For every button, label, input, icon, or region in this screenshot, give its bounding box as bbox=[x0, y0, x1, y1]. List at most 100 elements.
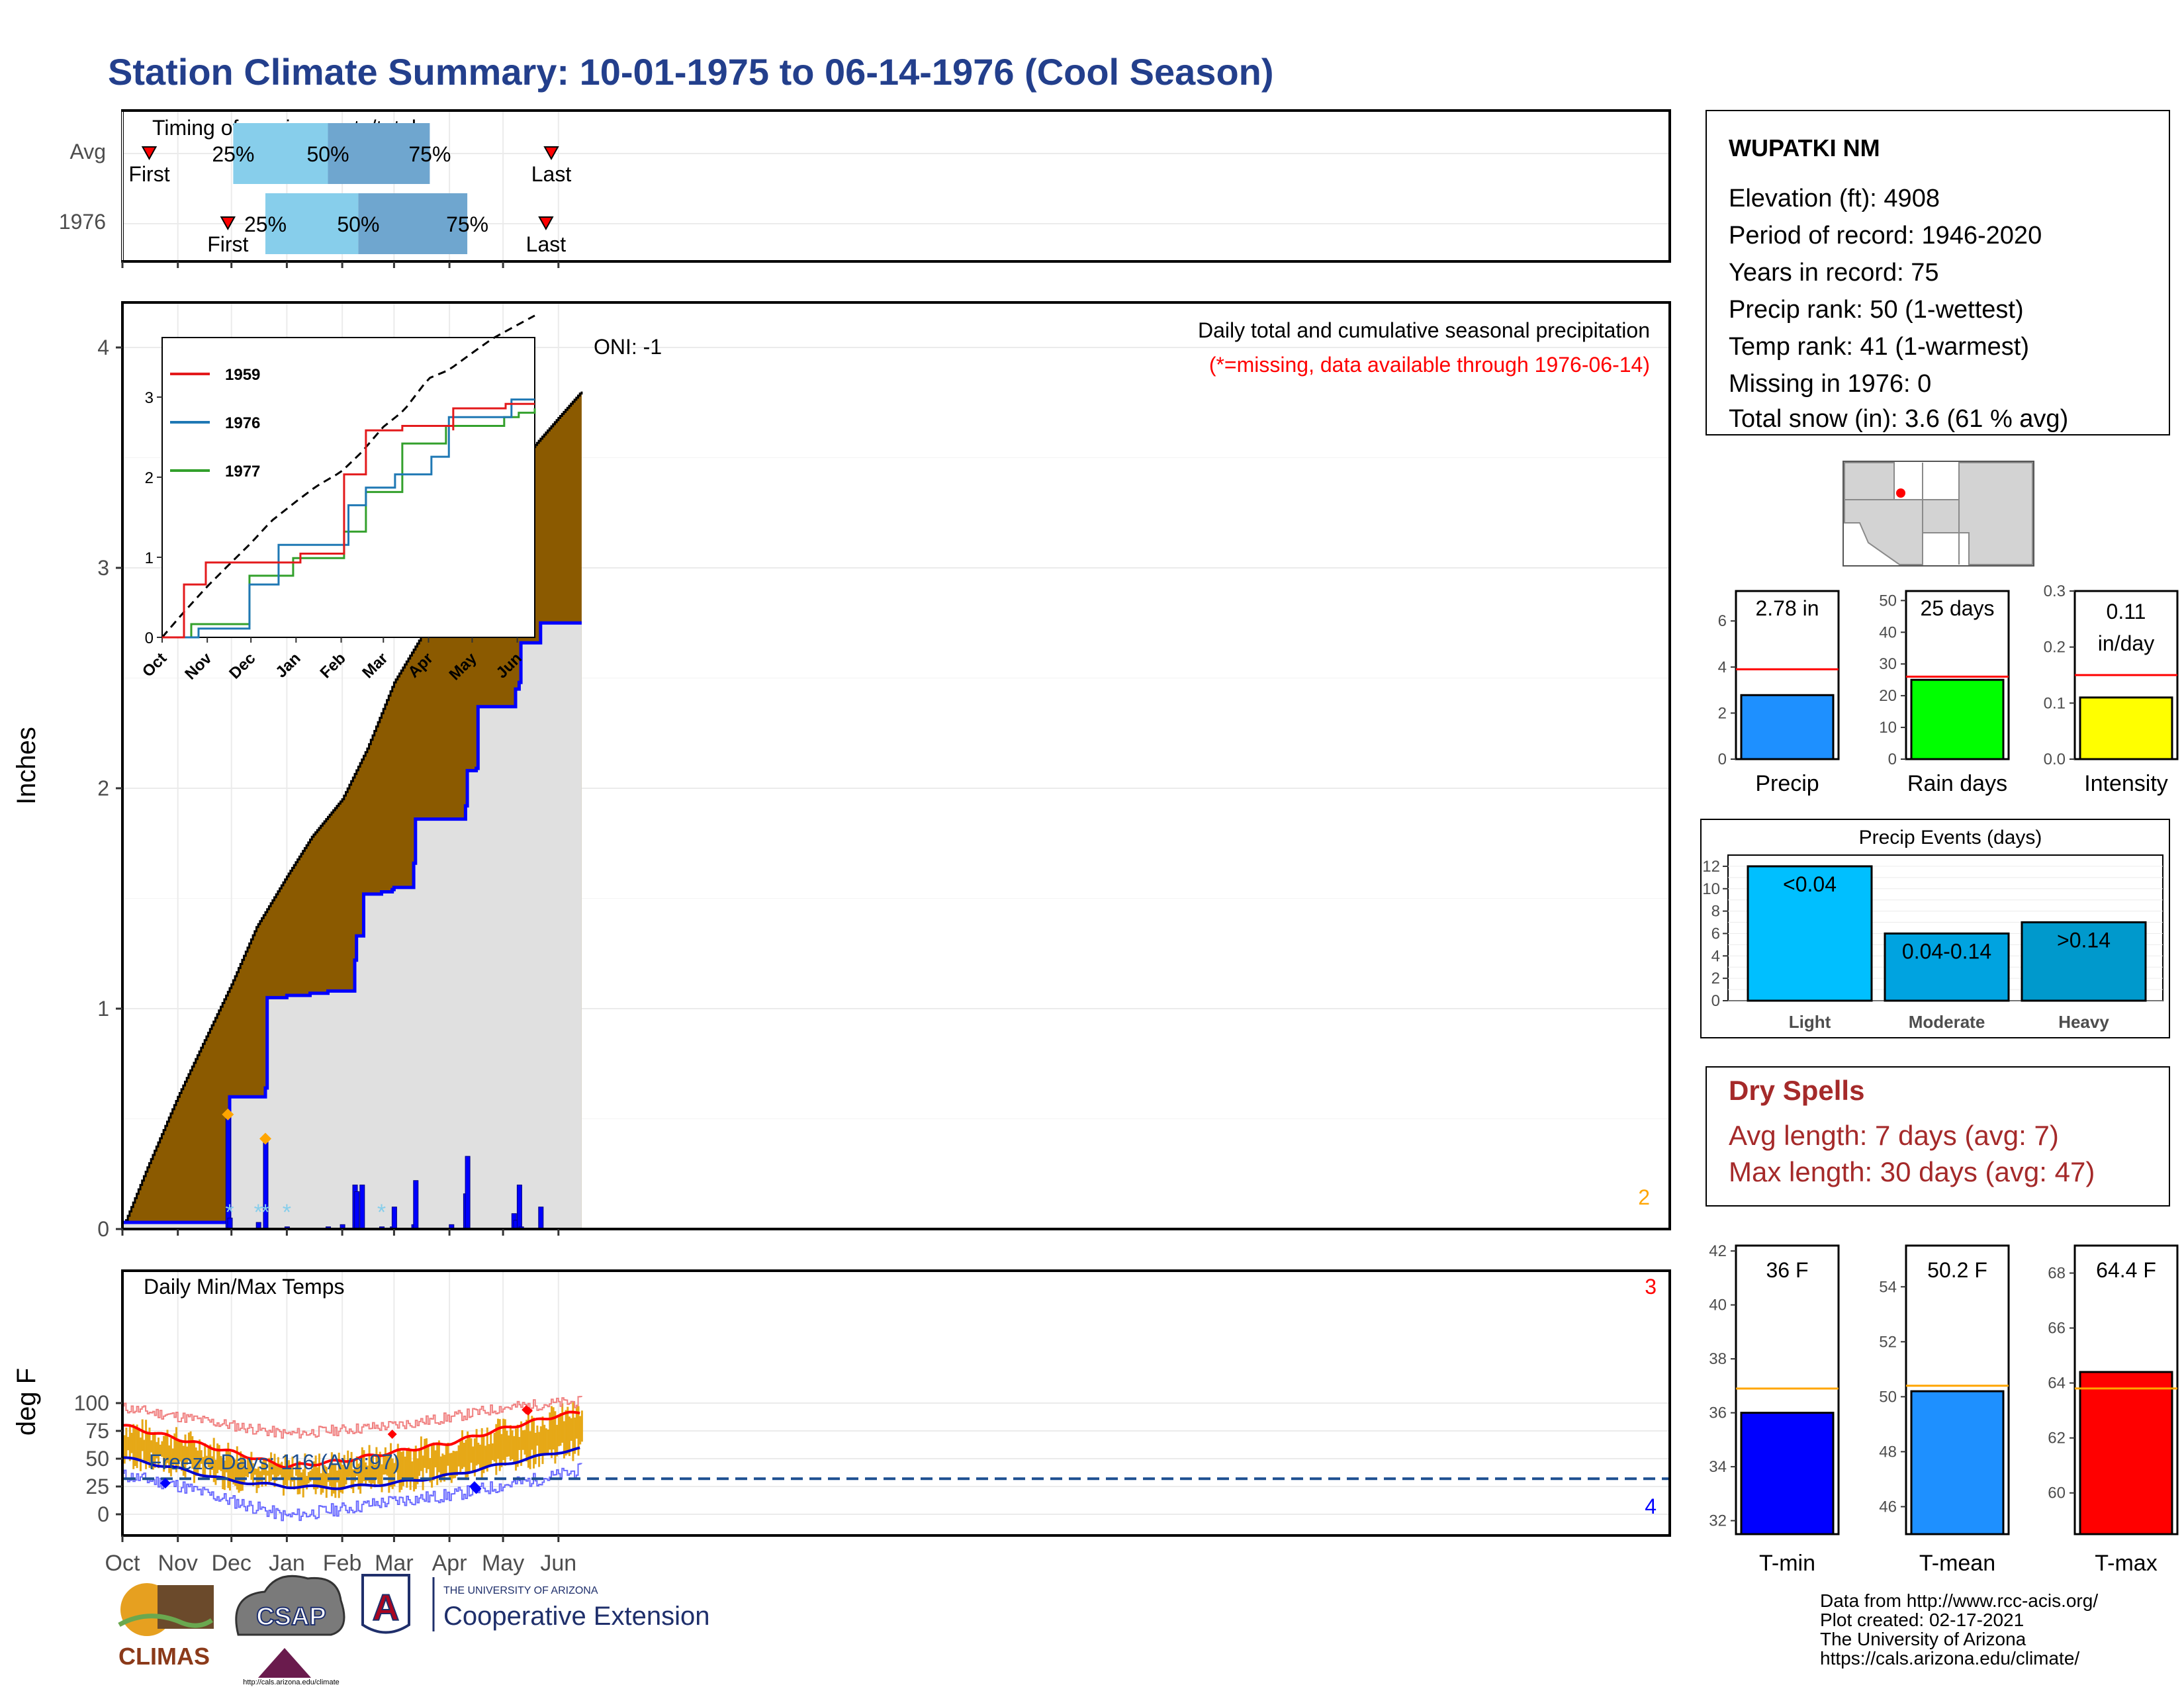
last-label: Last bbox=[531, 162, 572, 186]
station-info-box: WUPATKI NM Elevation (ft): 4908 Period o… bbox=[1706, 110, 2170, 435]
daily-temp-bar bbox=[169, 1438, 172, 1477]
daily-temp-bar bbox=[236, 1446, 238, 1490]
daily-temp-bar bbox=[218, 1445, 220, 1470]
daily-temp-bar bbox=[197, 1450, 199, 1476]
daily-temp-bar bbox=[363, 1450, 365, 1481]
daily-temp-bar bbox=[557, 1415, 560, 1447]
daily-temp-bar bbox=[420, 1436, 422, 1471]
record-max-line bbox=[122, 1396, 582, 1439]
daily-temp-bar bbox=[525, 1420, 528, 1462]
temp-summary-y-tick-label: 34 bbox=[1709, 1458, 1727, 1476]
daily-temp-bar bbox=[457, 1445, 460, 1467]
avg-min-line bbox=[122, 1446, 580, 1490]
summary-value: 0.11 bbox=[2107, 600, 2146, 623]
timing-bar-50-75 bbox=[358, 193, 468, 254]
daily-temp-bar bbox=[223, 1460, 226, 1490]
daily-temp-bar bbox=[411, 1461, 414, 1481]
daily-temp-bar bbox=[205, 1455, 208, 1465]
station-line: Total snow (in): 3.6 (61 % avg) bbox=[1729, 405, 2068, 433]
footer-line: https://cals.arizona.edu/climate/ bbox=[1820, 1648, 2079, 1668]
daily-temp-bar bbox=[257, 1467, 260, 1488]
daily-temp-bar bbox=[130, 1432, 133, 1453]
daily-temp-bar bbox=[302, 1469, 304, 1498]
csap-cloud-icon bbox=[235, 1575, 345, 1636]
first-event-marker bbox=[141, 146, 158, 161]
daily-temp-bar bbox=[572, 1402, 574, 1461]
temp-summary-value: 36 F bbox=[1766, 1258, 1808, 1282]
snow-event-marker bbox=[222, 1108, 234, 1120]
daily-temp-bar bbox=[146, 1433, 149, 1462]
daily-temp-bar bbox=[375, 1447, 378, 1480]
timing-bars: 25% 50% 75% First Last 25% 50% 75% First Last bbox=[128, 123, 571, 256]
daily-temp-bar bbox=[545, 1428, 547, 1455]
daily-precip-bar bbox=[354, 1191, 360, 1230]
daily-temp-bar bbox=[465, 1440, 467, 1478]
daily-temp-bar bbox=[529, 1431, 531, 1469]
daily-temp-bar bbox=[561, 1403, 564, 1443]
daily-temp-bar bbox=[291, 1456, 294, 1482]
season-1976-area bbox=[122, 623, 582, 1229]
temp-y-tick-label: 50 bbox=[85, 1447, 109, 1471]
daily-temp-bar bbox=[265, 1460, 267, 1486]
daily-temp-bar bbox=[340, 1460, 342, 1493]
min-record-count: 4 bbox=[1645, 1494, 1657, 1518]
daily-temp-bar bbox=[437, 1440, 440, 1473]
event-bar-label: Heavy bbox=[2058, 1012, 2109, 1032]
daily-temp-bar bbox=[377, 1454, 380, 1485]
events-y-tick-label: 12 bbox=[1702, 858, 1720, 876]
daily-temp-bar bbox=[454, 1451, 457, 1479]
daily-temp-bar bbox=[373, 1464, 376, 1488]
summary-label: Rain days bbox=[1907, 771, 2007, 796]
temp-summary-bar bbox=[1740, 1412, 1835, 1535]
month-label: Oct bbox=[105, 1551, 140, 1576]
daily-temp-bar bbox=[125, 1427, 128, 1459]
daily-temp-bar bbox=[504, 1419, 506, 1466]
event-bar-label: Moderate bbox=[1909, 1012, 1985, 1032]
daily-temp-bar bbox=[455, 1451, 458, 1476]
daily-temp-bar bbox=[480, 1428, 483, 1479]
daily-temp-bar bbox=[443, 1455, 445, 1482]
dry-spells-frame bbox=[1706, 1066, 2170, 1207]
station-line: Temp rank: 41 (1-warmest) bbox=[1729, 333, 2029, 361]
daily-temp-bar bbox=[304, 1453, 306, 1487]
daily-temp-bar bbox=[123, 1435, 126, 1464]
daily-temp-bar bbox=[341, 1465, 344, 1494]
daily-temp-bar bbox=[384, 1447, 387, 1475]
summary-bar bbox=[1740, 694, 1835, 760]
daily-temp-bar bbox=[145, 1420, 148, 1469]
daily-temp-bar bbox=[372, 1454, 374, 1484]
daily-temp-bar bbox=[324, 1465, 326, 1487]
page-title: Station Climate Summary: 10-01-1975 to 0… bbox=[108, 51, 1274, 93]
temp-y-tick-label: 0 bbox=[97, 1502, 109, 1526]
daily-temp-bar bbox=[268, 1457, 271, 1485]
daily-temp-bar bbox=[439, 1456, 442, 1483]
daily-temp-bar bbox=[497, 1418, 499, 1459]
events-y-tick-label: 4 bbox=[1711, 947, 1720, 965]
daily-temp-bar bbox=[579, 1416, 582, 1445]
temp-summary-y-tick-label: 40 bbox=[1709, 1297, 1727, 1314]
timing-bar-25-50 bbox=[233, 123, 328, 184]
summary-bar bbox=[1910, 678, 2005, 760]
daily-temp-bar bbox=[520, 1421, 523, 1466]
daily-temp-bar bbox=[259, 1471, 261, 1482]
month-label: Dec bbox=[211, 1551, 251, 1576]
daily-temp-bar bbox=[204, 1443, 206, 1477]
month-label: Jun bbox=[540, 1551, 576, 1576]
main-y-label: Inches bbox=[12, 727, 41, 805]
daily-temp-bar bbox=[468, 1435, 471, 1473]
daily-temp-bar bbox=[580, 1410, 583, 1442]
daily-temp-bar bbox=[381, 1464, 383, 1492]
daily-temp-bar bbox=[432, 1442, 435, 1481]
daily-temp-bar bbox=[227, 1442, 230, 1488]
event-bar-value: >0.14 bbox=[2057, 929, 2111, 952]
climas-logo-text: CLIMAS bbox=[118, 1643, 210, 1670]
last-event-marker bbox=[543, 146, 559, 161]
temperature-panel: 0 25 50 75 100 Daily Min/Max Temps Freeze Da… bbox=[12, 1269, 1671, 1576]
temp-summary-y-tick-label: 36 bbox=[1709, 1404, 1727, 1422]
inset-line-1976 bbox=[162, 398, 535, 639]
daily-temp-bar bbox=[359, 1462, 362, 1494]
daily-temp-bar bbox=[325, 1467, 328, 1498]
dry-spells-max: Max length: 30 days (avg: 47) bbox=[1729, 1156, 2095, 1187]
daily-temp-bar bbox=[141, 1419, 144, 1451]
temp-summary-y-tick-label: 46 bbox=[1879, 1498, 1897, 1516]
